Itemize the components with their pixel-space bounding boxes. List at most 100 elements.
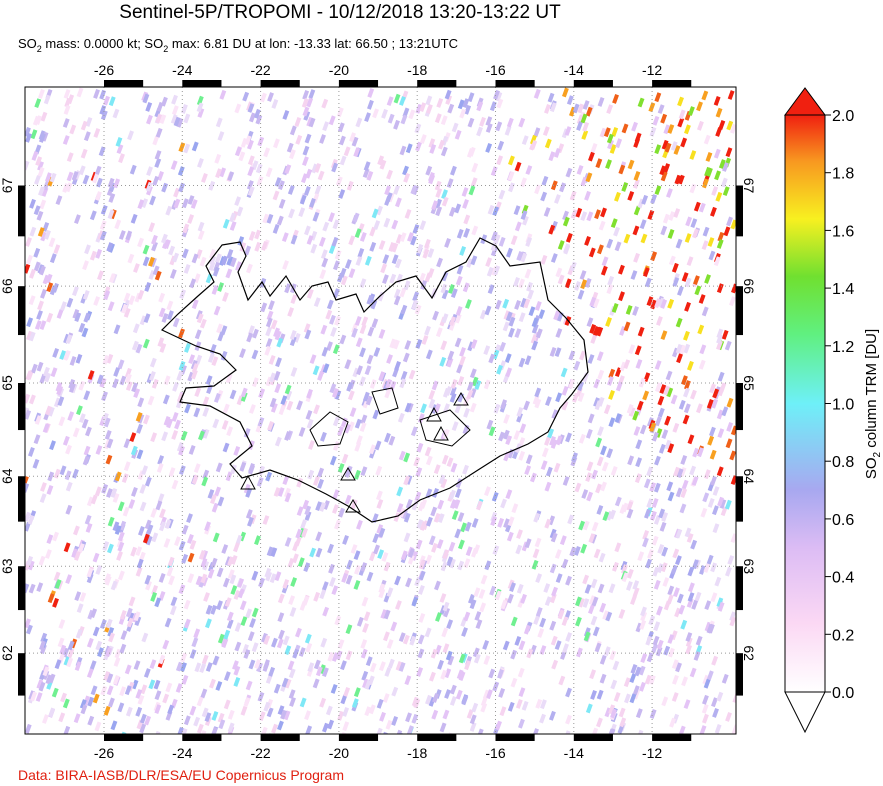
so2-pixel: [221, 419, 229, 430]
so2-pixel: [664, 142, 672, 153]
so2-pixel: [548, 224, 556, 235]
so2-pixel: [415, 339, 423, 349]
so2-pixel: [636, 729, 644, 734]
so2-pixel: [180, 728, 188, 734]
so2-pixel: [207, 568, 215, 579]
so2-pixel: [34, 175, 41, 185]
so2-pixel: [42, 714, 49, 724]
so2-pixel: [469, 402, 477, 413]
so2-pixel: [227, 709, 235, 720]
so2-pixel: [495, 720, 502, 731]
so2-pixel: [696, 403, 703, 414]
so2-pixel: [235, 261, 242, 272]
so2-pixel: [306, 97, 314, 108]
so2-pixel: [64, 470, 72, 481]
so2-pixel: [458, 539, 465, 550]
so2-pixel: [675, 528, 683, 539]
so2-pixel: [591, 521, 599, 532]
so2-pixel: [340, 417, 348, 428]
so2-pixel: [643, 478, 651, 489]
colorbar-tick-label: 0.6: [832, 512, 854, 529]
so2-pixel: [488, 426, 496, 437]
so2-pixel: [355, 256, 363, 266]
so2-pixel: [596, 689, 604, 700]
so2-pixel: [25, 160, 30, 171]
so2-pixel: [67, 640, 75, 651]
so2-pixel: [540, 254, 548, 265]
so2-pixel: [690, 539, 698, 550]
so2-pixel: [164, 617, 172, 628]
so2-pixel: [178, 182, 186, 193]
so2-pixel: [588, 604, 595, 615]
so2-pixel: [659, 384, 667, 394]
so2-pixel: [80, 148, 88, 159]
so2-pixel: [219, 167, 227, 178]
so2-pixel: [689, 667, 697, 678]
so2-pixel: [707, 435, 715, 446]
so2-pixel: [438, 139, 445, 150]
so2-pixel: [355, 337, 363, 348]
so2-pixel: [383, 561, 391, 572]
so2-pixel: [173, 116, 181, 127]
so2-pixel: [322, 722, 329, 733]
so2-pixel: [360, 466, 368, 477]
so2-pixel: [356, 519, 363, 530]
so2-pixel: [217, 712, 225, 723]
so2-pixel: [202, 560, 210, 571]
so2-pixel: [527, 289, 535, 300]
so2-pixel: [521, 135, 529, 146]
so2-pixel: [338, 507, 346, 518]
so2-pixel: [505, 435, 513, 446]
so2-pixel: [561, 400, 569, 411]
so2-pixel: [650, 251, 658, 262]
border-bar: [495, 80, 535, 87]
so2-pixel: [377, 549, 385, 560]
so2-pixel: [456, 228, 464, 239]
so2-pixel: [694, 285, 702, 296]
so2-pixel: [655, 382, 662, 393]
so2-pixel: [454, 403, 462, 414]
so2-pixel: [667, 124, 675, 134]
so2-pixel: [362, 391, 370, 402]
so2-pixel: [631, 121, 638, 132]
so2-pixel: [454, 528, 462, 539]
so2-pixel: [675, 487, 683, 498]
so2-pixel: [200, 557, 208, 568]
volcanoes: [240, 392, 469, 513]
so2-pixel: [288, 595, 296, 606]
so2-pixel: [680, 488, 688, 499]
so2-pixel: [319, 697, 327, 708]
so2-pixel: [729, 296, 736, 307]
so2-pixel: [544, 596, 552, 607]
so2-pixel: [265, 167, 273, 178]
so2-pixel: [268, 300, 275, 311]
so2-pixel: [110, 720, 118, 731]
so2-pixel: [52, 282, 59, 293]
so2-pixel: [131, 340, 139, 351]
so2-pixel: [339, 267, 347, 278]
so2-pixel: [159, 114, 167, 125]
so2-pixel: [706, 623, 714, 634]
so2-pixel: [516, 529, 523, 540]
so2-pixel: [698, 294, 706, 304]
so2-pixel: [654, 416, 662, 427]
so2-pixel: [340, 660, 347, 671]
so2-pixel: [167, 556, 175, 567]
so2-pixel: [180, 662, 187, 672]
so2-pixel: [405, 499, 413, 509]
so2-pixel: [62, 183, 70, 193]
lat-tick-label: 64: [0, 468, 15, 484]
lon-tick-label: -12: [642, 745, 662, 761]
so2-pixel: [202, 428, 210, 439]
so2-pixel: [462, 98, 470, 109]
so2-pixel: [444, 689, 451, 699]
so2-pixel: [354, 441, 362, 452]
so2-pixel: [114, 525, 122, 535]
so2-pixel: [320, 431, 327, 442]
so2-pixel: [435, 187, 443, 198]
so2-pixel: [505, 311, 513, 322]
so2-pixel: [585, 428, 593, 439]
so2-pixel: [398, 661, 406, 672]
so2-pixel: [113, 657, 121, 667]
so2-pixel: [411, 596, 419, 607]
